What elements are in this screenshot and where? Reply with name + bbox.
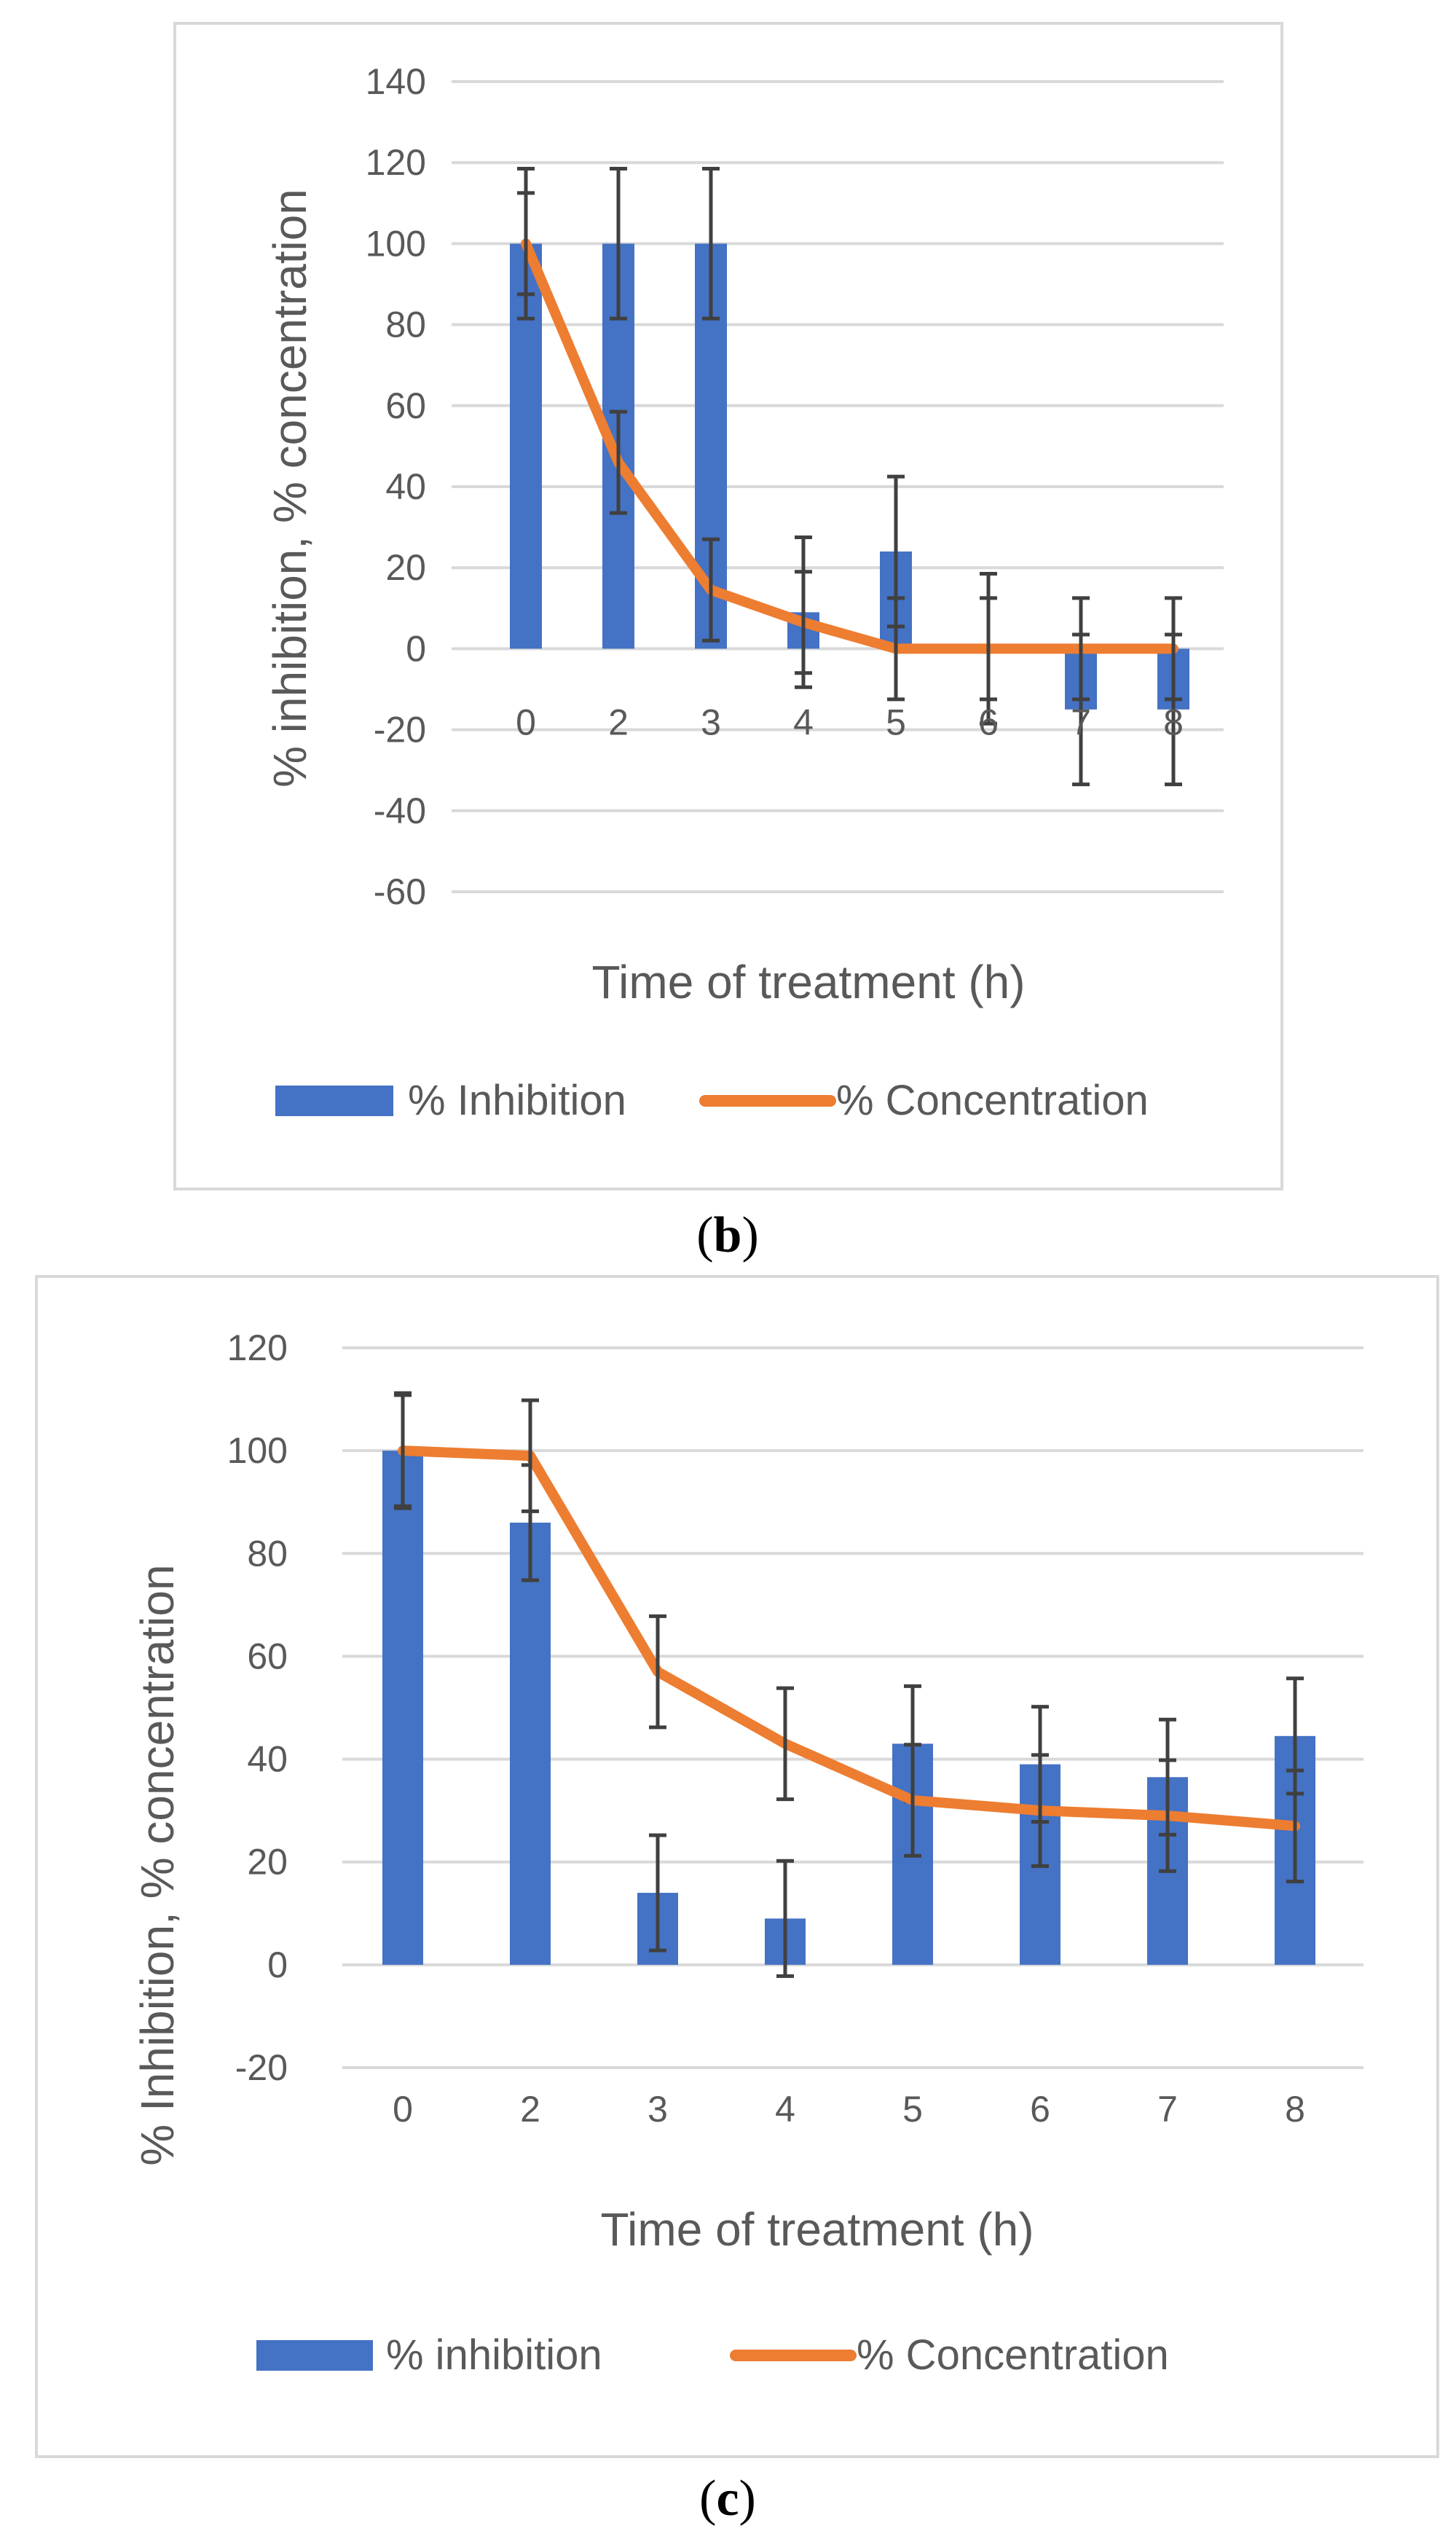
y-tick-label: 20 bbox=[385, 547, 426, 588]
x-tick-label: 7 bbox=[1157, 2089, 1178, 2130]
x-tick-label: 3 bbox=[648, 2089, 668, 2130]
y-tick-label: 60 bbox=[247, 1636, 288, 1676]
x-tick-label: 6 bbox=[978, 702, 999, 742]
x-tick-label: 3 bbox=[701, 702, 721, 742]
x-tick-labels: 0 2 3 4 5 6 7 8 bbox=[516, 702, 1184, 742]
x-tick-label: 8 bbox=[1285, 2089, 1305, 2130]
x-tick-label: 7 bbox=[1071, 702, 1091, 742]
x-axis-title: Time of treatment (h) bbox=[591, 956, 1025, 1008]
y-tick-label: 40 bbox=[385, 466, 426, 507]
x-axis-title: Time of treatment (h) bbox=[600, 2203, 1034, 2256]
line-series bbox=[398, 1445, 1300, 1832]
legend: % inhibition % Concentration bbox=[256, 2331, 1169, 2379]
bar bbox=[510, 1522, 551, 1965]
panel-caption-c: (c) bbox=[699, 2471, 756, 2527]
x-tick-label: 5 bbox=[902, 2089, 923, 2130]
line-series bbox=[521, 238, 1178, 654]
x-tick-label: 4 bbox=[793, 702, 814, 742]
y-tick-label: -20 bbox=[235, 2047, 288, 2088]
legend-label-bar: % inhibition bbox=[386, 2331, 602, 2379]
y-tick-label: 140 bbox=[366, 61, 426, 102]
y-tick-label: 80 bbox=[247, 1533, 288, 1574]
panel-caption-b: (b) bbox=[696, 1207, 759, 1263]
x-tick-label: 2 bbox=[520, 2089, 540, 2130]
y-tick-label: 60 bbox=[385, 385, 426, 426]
legend-swatch-bar bbox=[275, 1086, 393, 1116]
chart-frame-b bbox=[173, 22, 1283, 1190]
legend-swatch-bar bbox=[256, 2340, 373, 2371]
y-tick-label: -20 bbox=[374, 710, 426, 750]
x-tick-labels: 0 2 3 4 5 6 7 8 bbox=[393, 2089, 1305, 2130]
concentration-line bbox=[398, 1445, 1300, 1832]
chart-panel-c: -20 0 20 40 60 80 100 120 0 2 3 4 5 6 7 8 % Inhibition… bbox=[35, 1275, 1439, 2458]
y-tick-label: -40 bbox=[374, 790, 426, 831]
bar bbox=[382, 1451, 423, 1965]
y-tick-label: 20 bbox=[247, 1842, 288, 1883]
concentration-line bbox=[521, 238, 1178, 654]
x-tick-label: 5 bbox=[886, 702, 906, 742]
y-tick-label: 0 bbox=[406, 628, 426, 669]
grid-lines bbox=[452, 80, 1224, 893]
x-tick-label: 8 bbox=[1163, 702, 1184, 742]
y-tick-label: 0 bbox=[267, 1945, 288, 1985]
y-axis-title: % inhibition, % concentration bbox=[264, 189, 316, 788]
chart-panel-b: -60 -40 -20 0 20 40 60 80 100 120 140 0 2 3 4 5 6 7 8 % i… bbox=[173, 22, 1283, 1190]
legend-label-line: % Concentration bbox=[857, 2331, 1169, 2379]
legend-label-line: % Concentration bbox=[836, 1077, 1149, 1124]
y-tick-label: 80 bbox=[385, 305, 426, 345]
y-tick-label: 120 bbox=[227, 1327, 288, 1368]
y-axis-title: % Inhibition, % concentration bbox=[131, 1564, 184, 2165]
y-tick-label: -60 bbox=[374, 871, 426, 912]
y-tick-label: 100 bbox=[366, 223, 426, 264]
y-tick-labels: -20 0 20 40 60 80 100 120 bbox=[227, 1327, 288, 2088]
y-tick-label: 120 bbox=[366, 142, 426, 183]
chart-frame-c bbox=[35, 1275, 1439, 2458]
line-error-bars bbox=[394, 1393, 1304, 1884]
x-tick-label: 2 bbox=[608, 702, 629, 742]
x-tick-label: 0 bbox=[516, 702, 536, 742]
bar-series bbox=[382, 1451, 1315, 1965]
line-error-bars bbox=[517, 191, 1182, 702]
legend-label-bar: % Inhibition bbox=[408, 1077, 626, 1124]
x-tick-label: 0 bbox=[393, 2089, 413, 2130]
y-tick-label: 100 bbox=[227, 1430, 288, 1471]
x-tick-label: 6 bbox=[1030, 2089, 1050, 2130]
y-tick-labels: -60 -40 -20 0 20 40 60 80 100 120 140 bbox=[366, 61, 426, 912]
x-tick-label: 4 bbox=[775, 2089, 795, 2130]
legend: % Inhibition % Concentration bbox=[275, 1077, 1149, 1124]
y-tick-label: 40 bbox=[247, 1739, 288, 1780]
